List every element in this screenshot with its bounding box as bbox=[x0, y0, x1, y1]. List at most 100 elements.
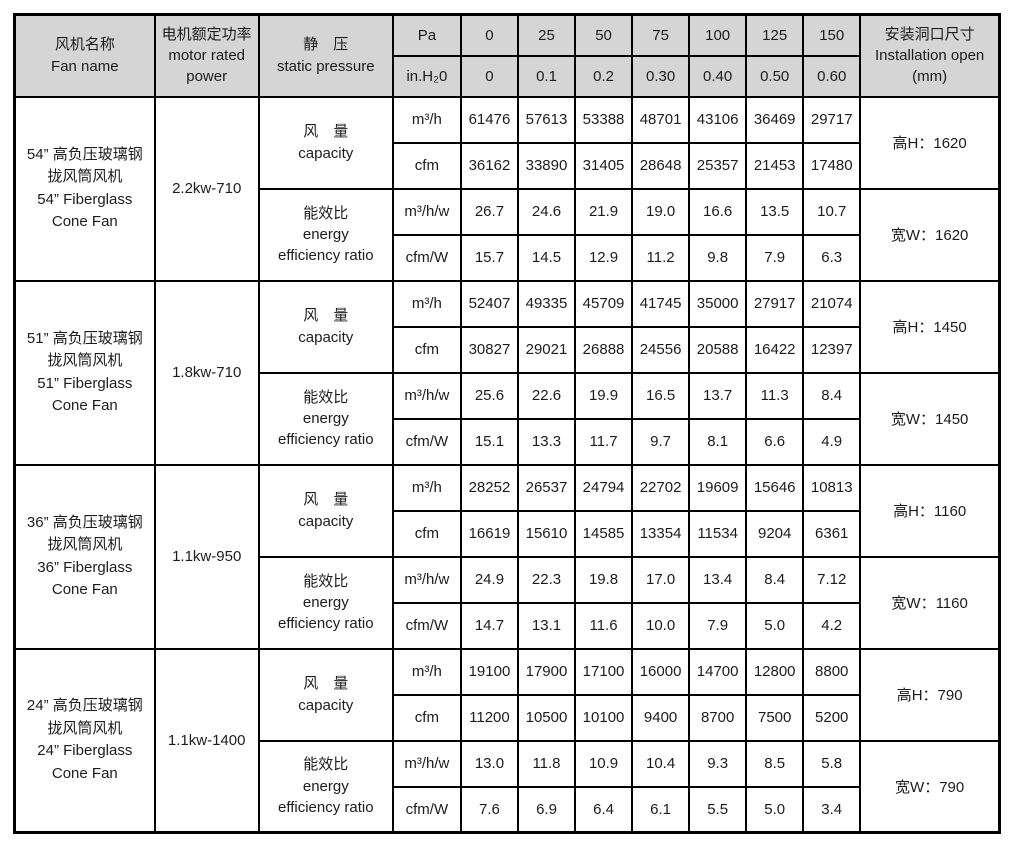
efficiency-cfmw-value: 8.1 bbox=[688, 417, 748, 466]
efficiency-cfmw-value: 6.6 bbox=[745, 417, 805, 466]
capacity-cfm-value: 8700 bbox=[688, 693, 748, 742]
efficiency-cfmw-value: 15.7 bbox=[459, 233, 519, 282]
capacity-cfm-value: 12397 bbox=[802, 325, 862, 374]
header-pa-value: 125 bbox=[745, 13, 805, 57]
capacity-cfm-value: 21453 bbox=[745, 141, 805, 190]
capacity-m3h-value: 36469 bbox=[745, 95, 805, 144]
fan-power-cell: 2.2kw-710 bbox=[153, 95, 260, 282]
capacity-cfm-value: 7500 bbox=[745, 693, 805, 742]
header-inh2o-value: 0 bbox=[459, 54, 519, 98]
efficiency-m3hw-value: 26.7 bbox=[459, 187, 519, 236]
efficiency-cfmw-value: 11.6 bbox=[574, 601, 634, 650]
efficiency-cfmw-value: 13.3 bbox=[516, 417, 577, 466]
efficiency-cfmw-value: 4.9 bbox=[802, 417, 862, 466]
header-pa-value: 50 bbox=[574, 13, 634, 57]
efficiency-m3hw-value: 13.4 bbox=[688, 555, 748, 604]
efficiency-m3hw-value: 19.8 bbox=[574, 555, 634, 604]
capacity-m3h-value: 27917 bbox=[745, 279, 805, 328]
unit-m3hw-cell: m³/h/w bbox=[391, 555, 462, 604]
capacity-m3h-value: 22702 bbox=[631, 463, 691, 512]
efficiency-m3hw-value: 25.6 bbox=[459, 371, 519, 420]
capacity-m3h-value: 21074 bbox=[802, 279, 862, 328]
capacity-cfm-value: 9400 bbox=[631, 693, 691, 742]
efficiency-cfmw-value: 6.1 bbox=[631, 785, 691, 834]
efficiency-label-cell: 能效比 energy efficiency ratio bbox=[257, 555, 394, 650]
capacity-m3h-value: 19609 bbox=[688, 463, 748, 512]
efficiency-m3hw-value: 10.7 bbox=[802, 187, 862, 236]
efficiency-m3hw-value: 10.4 bbox=[631, 739, 691, 788]
capacity-m3h-value: 35000 bbox=[688, 279, 748, 328]
capacity-cfm-value: 11200 bbox=[459, 693, 519, 742]
capacity-label-cell: 风 量 capacity bbox=[257, 279, 394, 374]
table-row: cfm 30827 29021 26888 24556 20588 16422 … bbox=[15, 325, 1000, 374]
fan-name-cell: 24” 高负压玻璃钢 拢风筒风机 24” Fiberglass Cone Fan bbox=[13, 647, 156, 834]
table-row: cfm/W 14.7 13.1 11.6 10.0 7.9 5.0 4.2 bbox=[15, 601, 1000, 650]
header-inh2o-value: 0.2 bbox=[574, 54, 634, 98]
capacity-cfm-value: 29021 bbox=[516, 325, 577, 374]
fan-name-cell: 36” 高负压玻璃钢 拢风筒风机 36” Fiberglass Cone Fan bbox=[13, 463, 156, 650]
capacity-cfm-value: 25357 bbox=[688, 141, 748, 190]
efficiency-m3hw-value: 8.4 bbox=[745, 555, 805, 604]
capacity-cfm-value: 17480 bbox=[802, 141, 862, 190]
efficiency-cfmw-value: 5.5 bbox=[688, 785, 748, 834]
table-row: 能效比 energy efficiency ratio m³/h/w 13.0 … bbox=[15, 739, 1001, 834]
efficiency-cfmw-value: 13.1 bbox=[516, 601, 577, 650]
capacity-label-cell: 风 量 capacity bbox=[257, 463, 394, 558]
efficiency-m3hw-value: 22.3 bbox=[516, 555, 577, 604]
table-row: cfm/W 15.7 14.5 12.9 11.2 9.8 7.9 6.3 bbox=[15, 233, 1000, 282]
capacity-m3h-value: 29717 bbox=[802, 95, 862, 144]
table-row: 能效比 energy efficiency ratio m³/h/w 24.9 … bbox=[15, 555, 1001, 650]
capacity-m3h-value: 12800 bbox=[745, 647, 805, 696]
unit-cfmw-cell: cfm/W bbox=[391, 785, 462, 834]
efficiency-m3hw-value: 22.6 bbox=[516, 371, 577, 420]
efficiency-m3hw-value: 7.12 bbox=[802, 555, 862, 604]
capacity-cfm-value: 13354 bbox=[631, 509, 691, 558]
efficiency-cfmw-value: 5.0 bbox=[745, 785, 805, 834]
efficiency-label-cell: 能效比 energy efficiency ratio bbox=[257, 739, 394, 834]
capacity-m3h-value: 15646 bbox=[745, 463, 805, 512]
capacity-cfm-value: 5200 bbox=[802, 693, 862, 742]
efficiency-cfmw-value: 14.7 bbox=[459, 601, 519, 650]
efficiency-cfmw-value: 11.2 bbox=[631, 233, 691, 282]
capacity-cfm-value: 15610 bbox=[516, 509, 577, 558]
efficiency-cfmw-value: 7.9 bbox=[688, 601, 748, 650]
efficiency-cfmw-value: 6.3 bbox=[802, 233, 862, 282]
efficiency-m3hw-value: 19.9 bbox=[574, 371, 634, 420]
efficiency-cfmw-value: 11.7 bbox=[574, 417, 634, 466]
efficiency-m3hw-value: 10.9 bbox=[574, 739, 634, 788]
table-row: 24” 高负压玻璃钢 拢风筒风机 24” Fiberglass Cone Fan… bbox=[13, 647, 1001, 834]
capacity-label-cell: 风 量 capacity bbox=[257, 95, 394, 190]
unit-m3h-cell: m³/h bbox=[391, 647, 462, 696]
capacity-m3h-value: 49335 bbox=[516, 279, 577, 328]
capacity-cfm-value: 28648 bbox=[631, 141, 691, 190]
capacity-cfm-value: 16619 bbox=[459, 509, 519, 558]
capacity-cfm-value: 31405 bbox=[574, 141, 634, 190]
capacity-cfm-value: 10500 bbox=[516, 693, 577, 742]
unit-m3hw-cell: m³/h/w bbox=[391, 187, 462, 236]
header-inh2o-value: 0.40 bbox=[688, 54, 748, 98]
capacity-cfm-value: 20588 bbox=[688, 325, 748, 374]
table-row: cfm 16619 15610 14585 13354 11534 9204 6… bbox=[15, 509, 1000, 558]
efficiency-cfmw-value: 6.9 bbox=[516, 785, 577, 834]
capacity-m3h-value: 61476 bbox=[459, 95, 519, 144]
capacity-m3h-value: 24794 bbox=[574, 463, 634, 512]
efficiency-m3hw-value: 17.0 bbox=[631, 555, 691, 604]
efficiency-cfmw-value: 4.2 bbox=[802, 601, 862, 650]
capacity-m3h-value: 17100 bbox=[574, 647, 634, 696]
header-row-pa: 风机名称 Fan name 电机额定功率 motor rated power 静… bbox=[13, 13, 1001, 98]
fan-name-cell: 51” 高负压玻璃钢 拢风筒风机 51” Fiberglass Cone Fan bbox=[13, 279, 156, 466]
fan-power-cell: 1.8kw-710 bbox=[153, 279, 260, 466]
efficiency-m3hw-value: 13.7 bbox=[688, 371, 748, 420]
efficiency-m3hw-value: 5.8 bbox=[802, 739, 862, 788]
fan-power-cell: 1.1kw-1400 bbox=[153, 647, 260, 834]
efficiency-m3hw-value: 19.0 bbox=[631, 187, 691, 236]
capacity-m3h-value: 48701 bbox=[631, 95, 691, 144]
table-row: 能效比 energy efficiency ratio m³/h/w 25.6 … bbox=[15, 371, 1001, 466]
table-row: cfm/W 7.6 6.9 6.4 6.1 5.5 5.0 3.4 bbox=[15, 785, 1000, 834]
efficiency-m3hw-value: 21.9 bbox=[574, 187, 634, 236]
header-inh2o-value: 0.30 bbox=[631, 54, 691, 98]
capacity-m3h-value: 45709 bbox=[574, 279, 634, 328]
efficiency-m3hw-value: 9.3 bbox=[688, 739, 748, 788]
capacity-m3h-value: 41745 bbox=[631, 279, 691, 328]
